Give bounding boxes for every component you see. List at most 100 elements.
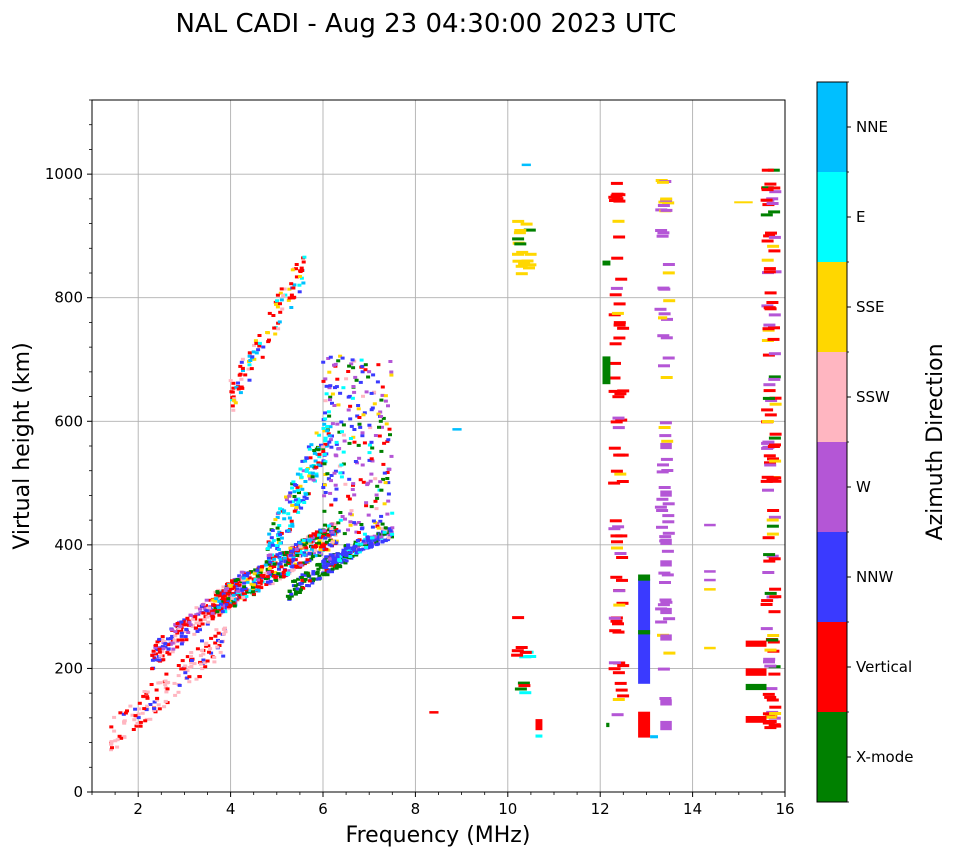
echo-point <box>349 424 354 428</box>
echo-point <box>278 557 283 561</box>
echo-point <box>305 558 310 562</box>
echo-point <box>357 550 362 554</box>
echo-point <box>378 480 383 484</box>
echo-point <box>267 559 271 562</box>
echo-point <box>213 634 218 638</box>
echo-point <box>335 552 340 556</box>
echo-point <box>295 587 300 591</box>
echo-point <box>134 724 139 728</box>
echo-point <box>761 420 774 424</box>
echo-point <box>608 389 621 393</box>
echo-point <box>333 386 337 390</box>
echo-point <box>164 690 169 694</box>
echo-point <box>657 603 670 607</box>
echo-point <box>350 358 355 362</box>
echo-point <box>308 471 312 475</box>
echo-point <box>760 213 773 217</box>
echo-point <box>251 583 256 587</box>
echo-point <box>330 434 334 438</box>
echo-point <box>299 576 304 579</box>
echo-point <box>343 546 348 550</box>
echo-point <box>154 652 158 656</box>
echo-point <box>137 701 142 705</box>
echo-point <box>322 494 327 498</box>
echo-point <box>338 354 343 358</box>
echo-point <box>290 268 295 272</box>
echo-point <box>301 260 306 264</box>
echo-point <box>281 574 286 578</box>
colorbar-tick-label: W <box>856 478 871 496</box>
echo-point <box>170 650 175 654</box>
echo-point <box>326 528 331 532</box>
echo-point <box>216 638 220 642</box>
echo-point <box>314 474 319 478</box>
echo-point <box>112 715 117 719</box>
echo-point <box>332 404 337 407</box>
echo-point <box>180 640 185 644</box>
echo-point <box>321 379 326 383</box>
echo-point <box>163 683 168 686</box>
echo-point <box>277 530 282 534</box>
echo-point <box>152 707 157 711</box>
echo-point <box>254 351 259 355</box>
echo-point <box>162 705 167 709</box>
echo-point <box>213 606 218 610</box>
echo-point <box>325 472 330 476</box>
echo-point <box>341 462 346 466</box>
echo-point <box>514 242 527 246</box>
echo-point <box>203 665 208 669</box>
echo-point <box>141 694 146 698</box>
echo-point <box>246 367 251 371</box>
echo-point <box>226 597 231 601</box>
echo-point <box>253 339 258 343</box>
echo-point <box>271 522 276 526</box>
echo-point <box>169 637 174 640</box>
echo-point <box>179 642 184 646</box>
echo-point <box>655 620 668 624</box>
echo-point <box>132 718 137 722</box>
echo-point <box>298 561 303 565</box>
echo-point <box>763 323 776 327</box>
echo-point <box>367 370 372 374</box>
echo-point <box>249 367 254 371</box>
echo-point <box>223 601 228 605</box>
x-tick-label: 16 <box>775 800 794 818</box>
echo-point <box>321 360 326 364</box>
echo-point <box>304 560 309 564</box>
echo-point <box>657 667 670 671</box>
echo-point <box>288 524 293 528</box>
echo-point <box>277 562 282 566</box>
echo-point <box>275 526 280 530</box>
echo-point <box>289 592 294 596</box>
echo-point <box>122 735 127 739</box>
echo-point <box>386 481 391 485</box>
echo-point <box>343 517 347 521</box>
echo-point <box>769 190 782 194</box>
echo-point <box>226 592 230 596</box>
echo-point <box>214 597 219 601</box>
echo-point <box>302 573 307 577</box>
echo-point <box>660 208 673 212</box>
echo-point <box>375 524 380 528</box>
echo-point <box>184 638 189 642</box>
echo-point <box>322 523 327 527</box>
echo-point <box>290 486 295 490</box>
echo-point <box>611 540 623 544</box>
echo-point <box>292 588 297 591</box>
echo-point <box>248 589 253 593</box>
echo-point <box>613 321 626 325</box>
echo-point <box>183 664 188 668</box>
echo-point <box>353 375 358 379</box>
echo-point <box>382 471 387 475</box>
echo-point <box>252 343 256 347</box>
echo-point <box>334 566 339 570</box>
echo-point <box>311 478 316 482</box>
echo-point <box>320 572 325 576</box>
echo-point <box>330 530 335 534</box>
echo-point <box>282 517 287 521</box>
echo-point <box>200 648 204 652</box>
echo-point <box>768 186 781 190</box>
echo-point <box>356 531 361 534</box>
echo-point <box>325 573 330 577</box>
echo-point <box>143 719 148 723</box>
